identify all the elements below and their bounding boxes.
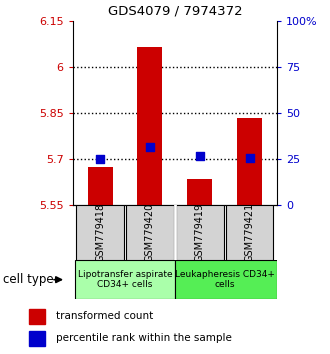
Bar [226, 205, 274, 260]
Bar [29, 309, 45, 324]
Text: Leukapheresis CD34+
cells: Leukapheresis CD34+ cells [175, 270, 275, 289]
Point [197, 153, 203, 159]
Bar [87, 167, 113, 205]
Bar [75, 260, 175, 299]
Point [247, 155, 252, 161]
Text: transformed count: transformed count [56, 312, 153, 321]
Bar [237, 118, 262, 205]
Point [147, 144, 152, 150]
Bar [76, 205, 124, 260]
Point [97, 156, 103, 161]
Text: cell type: cell type [3, 273, 54, 286]
Bar [126, 205, 174, 260]
Bar [176, 205, 223, 260]
Bar [29, 331, 45, 346]
Text: percentile rank within the sample: percentile rank within the sample [56, 333, 232, 343]
Text: Lipotransfer aspirate
CD34+ cells: Lipotransfer aspirate CD34+ cells [78, 270, 172, 289]
Text: GSM779421: GSM779421 [245, 203, 255, 262]
Text: GSM779419: GSM779419 [195, 203, 205, 262]
Bar [138, 47, 162, 205]
Title: GDS4079 / 7974372: GDS4079 / 7974372 [108, 4, 242, 17]
Bar [175, 260, 277, 299]
Text: GSM779420: GSM779420 [145, 203, 155, 262]
Bar [187, 179, 212, 205]
Text: GSM779418: GSM779418 [95, 203, 105, 262]
